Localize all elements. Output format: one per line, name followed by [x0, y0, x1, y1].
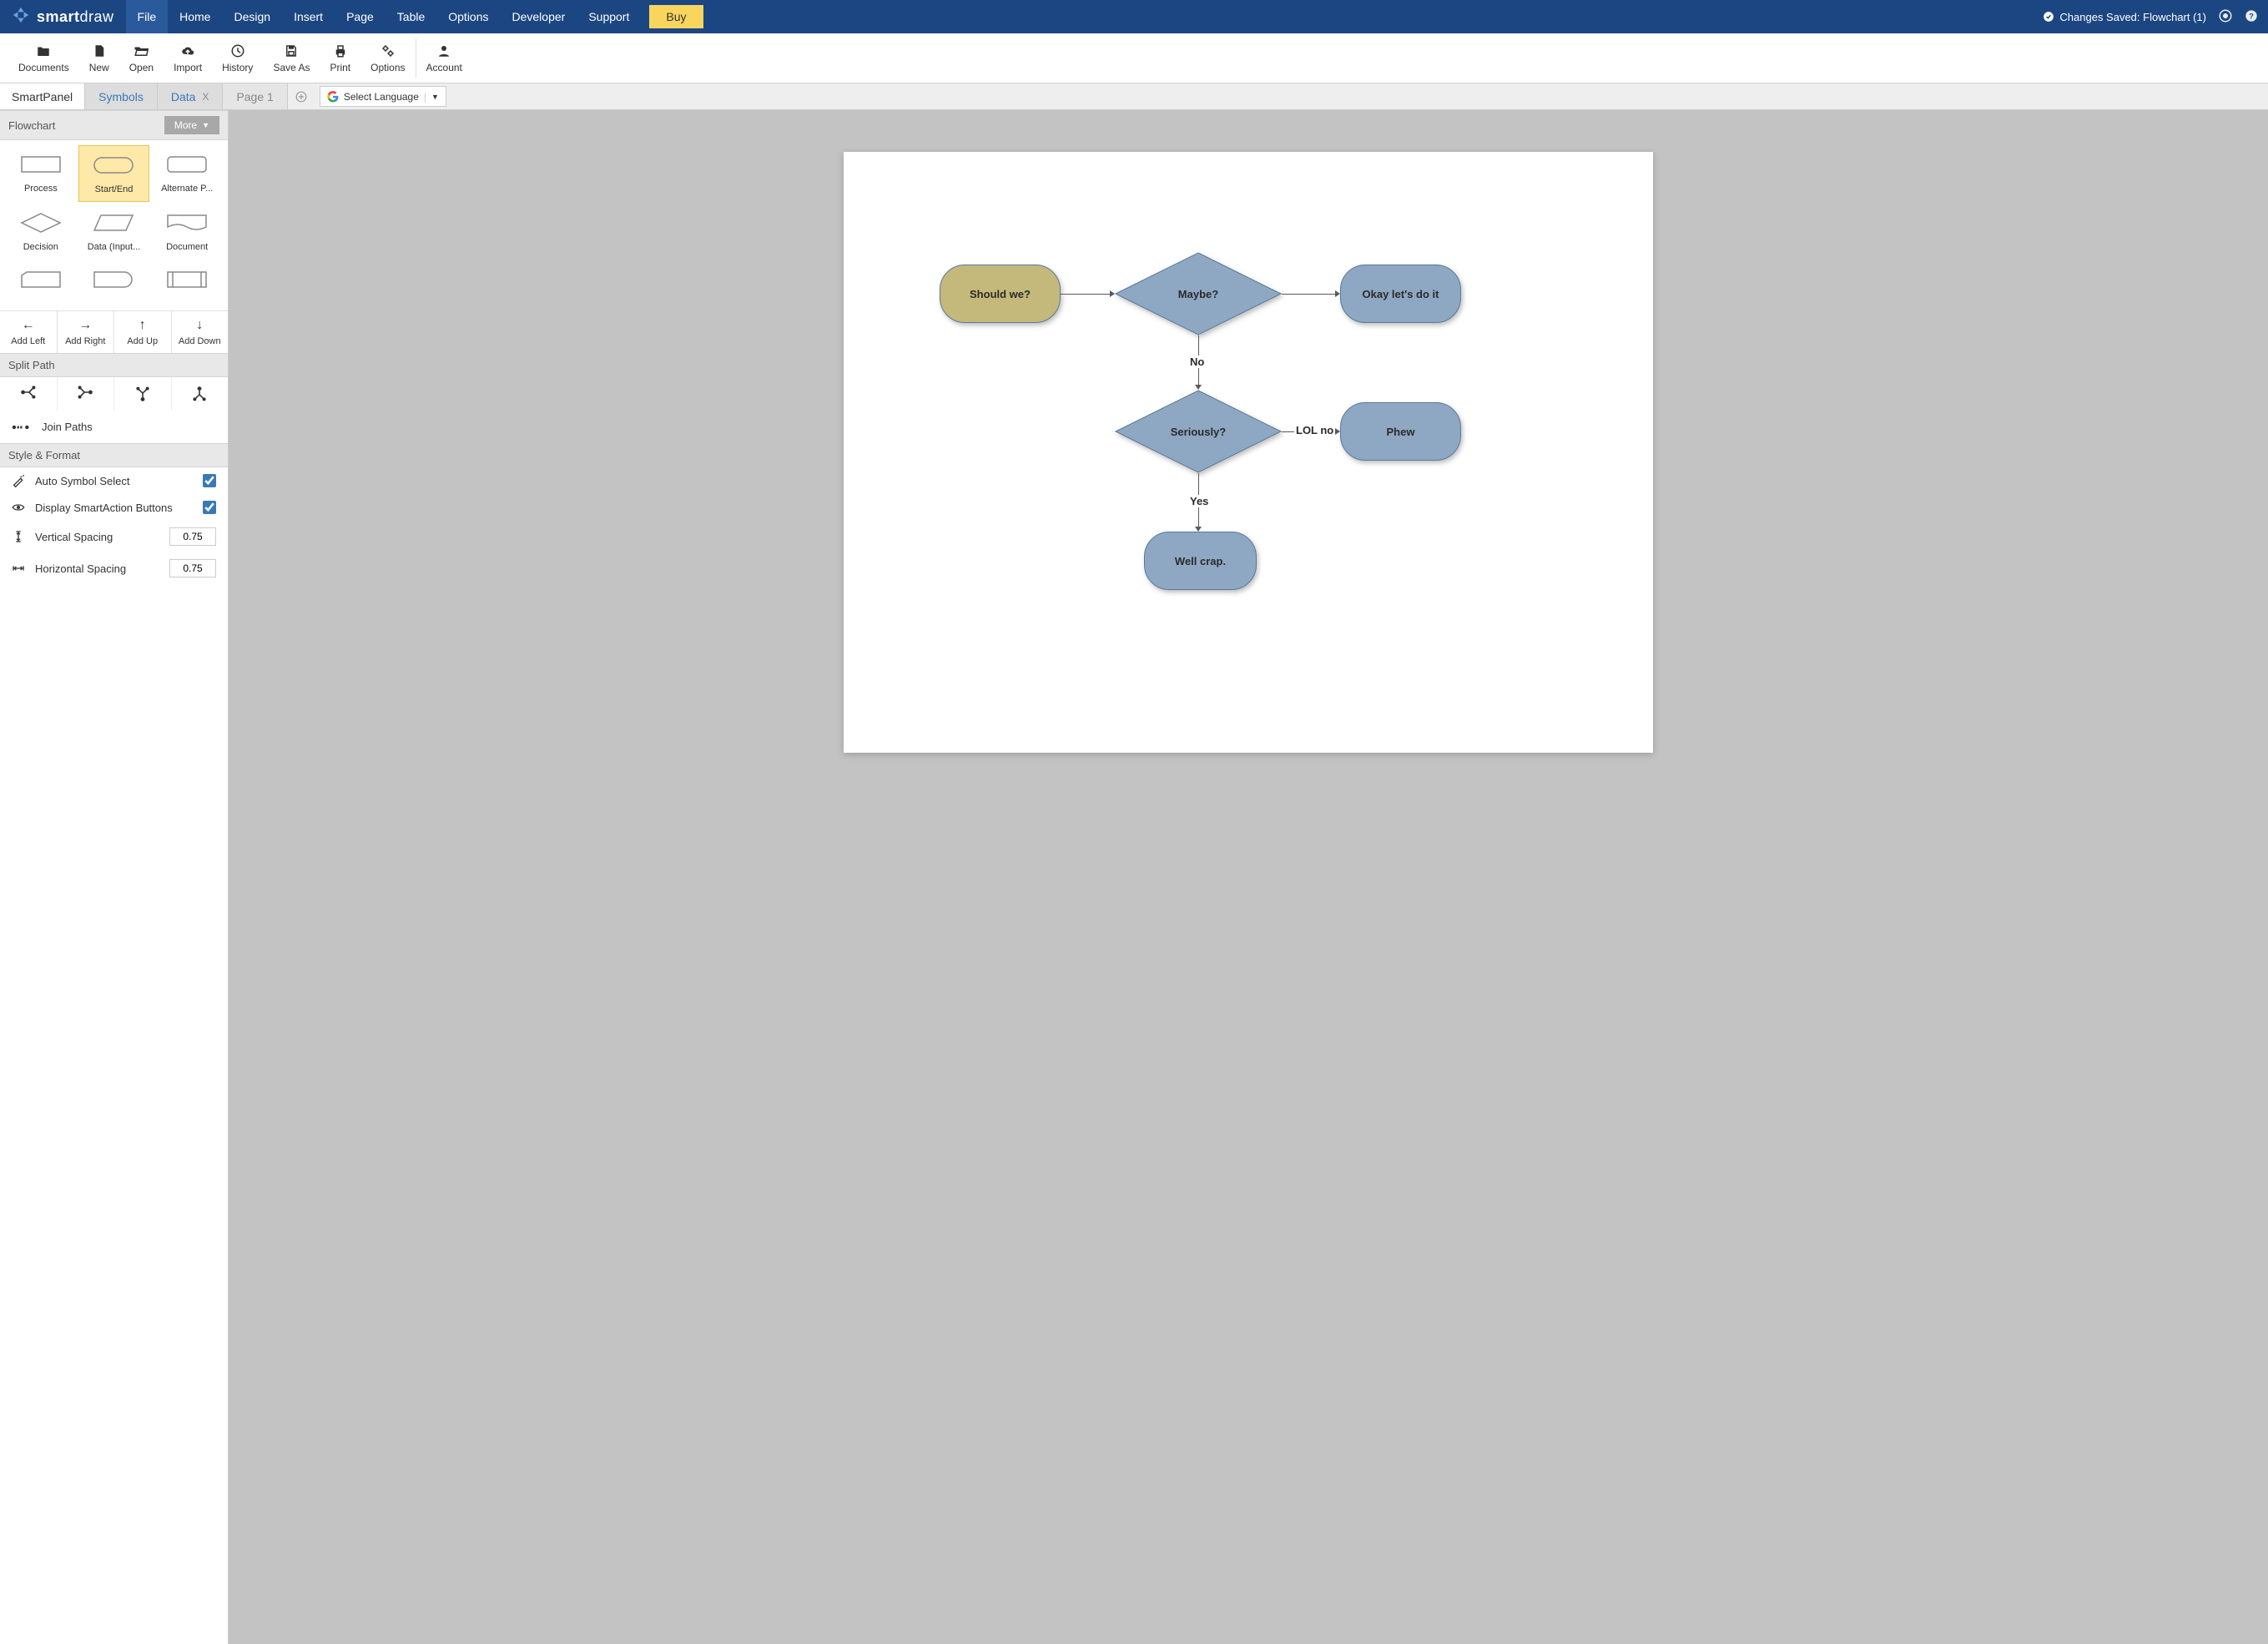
- split-btn-3[interactable]: [114, 377, 172, 411]
- shape-altproc[interactable]: Alternate P...: [151, 145, 223, 202]
- smartaction-row: Display SmartAction Buttons: [0, 494, 228, 521]
- menu-table[interactable]: Table: [386, 0, 436, 33]
- ribbon-history[interactable]: History: [212, 33, 263, 83]
- auto-symbol-checkbox[interactable]: [203, 474, 216, 487]
- canvas[interactable]: Should we? Maybe? Okay let's do it Seriousl…: [844, 152, 1653, 753]
- join-paths-button[interactable]: Join Paths: [0, 411, 228, 443]
- menu-insert[interactable]: Insert: [282, 0, 335, 33]
- flowchart-node-start[interactable]: Should we?: [940, 265, 1061, 323]
- open-icon: [134, 43, 149, 58]
- close-icon[interactable]: X: [202, 91, 209, 103]
- menu-home[interactable]: Home: [168, 0, 222, 33]
- flowchart-node-maybe[interactable]: Maybe?: [1115, 252, 1282, 335]
- shape-data[interactable]: Data (Input...: [78, 204, 150, 259]
- logo-text: smartdraw: [37, 8, 114, 26]
- ribbon-open[interactable]: Open: [119, 33, 164, 83]
- add-page-button[interactable]: [288, 83, 315, 109]
- add-left-button[interactable]: ←Add Left: [0, 311, 58, 353]
- edge-label: No: [1188, 356, 1206, 368]
- menu-file[interactable]: File: [126, 0, 169, 33]
- buy-button[interactable]: Buy: [649, 5, 703, 28]
- flowchart-node-okay[interactable]: Okay let's do it: [1340, 265, 1461, 323]
- smartaction-checkbox[interactable]: [203, 501, 216, 514]
- join-icon: [12, 422, 30, 432]
- cloud-icon: [180, 43, 195, 58]
- split-btn-1[interactable]: [0, 377, 58, 411]
- add-down-button[interactable]: ↓Add Down: [172, 311, 229, 353]
- canvas-area[interactable]: Should we? Maybe? Okay let's do it Seriousl…: [229, 110, 2268, 1644]
- eye-icon: [12, 501, 25, 514]
- ribbon-options[interactable]: Options: [360, 33, 415, 83]
- flowchart-node-crap[interactable]: Well crap.: [1144, 532, 1257, 590]
- style-format-header: Style & Format: [0, 443, 228, 467]
- shape-rect[interactable]: Process: [5, 145, 77, 202]
- menu-design[interactable]: Design: [222, 0, 282, 33]
- options-icon: [381, 43, 396, 58]
- ribbon-print[interactable]: Print: [320, 33, 360, 83]
- shape-card[interactable]: [5, 260, 77, 305]
- vspace-input[interactable]: [169, 527, 216, 546]
- language-select[interactable]: Select Language | ▼: [320, 86, 446, 107]
- hspace-row: Horizontal Spacing: [0, 552, 228, 584]
- vspace-row: Vertical Spacing: [0, 521, 228, 552]
- tab-row: SmartPanel SymbolsDataX Page 1 Select La…: [0, 83, 2268, 110]
- shape-predef[interactable]: [151, 260, 223, 305]
- logo: smartdraw: [0, 6, 126, 28]
- edge-label: Yes: [1188, 495, 1210, 507]
- ribbon-account[interactable]: Account: [416, 33, 472, 83]
- flowchart-node-ser[interactable]: Seriously?: [1115, 390, 1282, 473]
- hspace-input[interactable]: [169, 559, 216, 577]
- history-icon: [230, 43, 245, 58]
- save-icon: [284, 43, 299, 58]
- smartpanel-label: SmartPanel: [0, 83, 85, 109]
- account-icon: [436, 43, 451, 58]
- ribbon-new[interactable]: New: [79, 33, 119, 83]
- add-up-button[interactable]: ↑Add Up: [114, 311, 172, 353]
- more-button[interactable]: More▼: [164, 116, 219, 134]
- assist-icon[interactable]: [2218, 8, 2233, 26]
- print-icon: [333, 43, 348, 58]
- menubar: smartdraw FileHomeDesignInsertPageTableO…: [0, 0, 2268, 33]
- plus-circle-icon: [295, 91, 307, 103]
- check-circle-icon: [2043, 11, 2054, 23]
- svg-text:?: ?: [2249, 12, 2254, 20]
- hspace-icon: [12, 562, 25, 575]
- add-right-button[interactable]: →Add Right: [58, 311, 115, 353]
- shape-diamond[interactable]: Decision: [5, 204, 77, 259]
- panel-tab-symbols[interactable]: Symbols: [85, 83, 158, 109]
- menu-options[interactable]: Options: [436, 0, 500, 33]
- menu-support[interactable]: Support: [577, 0, 641, 33]
- shape-terminator[interactable]: Start/End: [78, 145, 150, 202]
- help-icon[interactable]: ?: [2245, 9, 2258, 25]
- shape-delay[interactable]: [78, 260, 150, 305]
- google-icon: [327, 91, 339, 103]
- vspace-icon: [12, 530, 25, 543]
- shapes-header: Flowchart More▼: [0, 110, 228, 140]
- menu-page[interactable]: Page: [335, 0, 386, 33]
- ribbon-import[interactable]: Import: [164, 33, 212, 83]
- edge-label: LOL no: [1294, 424, 1335, 436]
- page-tab[interactable]: Page 1: [223, 83, 287, 109]
- shape-document[interactable]: Document: [151, 204, 223, 259]
- panel-tab-data[interactable]: DataX: [158, 83, 224, 109]
- save-status: Changes Saved: Flowchart (1): [2043, 11, 2206, 23]
- magic-icon: [12, 474, 25, 487]
- file-icon: [92, 43, 107, 58]
- sidebar: Flowchart More▼ ProcessStart/EndAlternat…: [0, 110, 229, 1644]
- split-btn-4[interactable]: [172, 377, 229, 411]
- split-btn-2[interactable]: [58, 377, 115, 411]
- split-path-header: Split Path: [0, 353, 228, 377]
- ribbon-toolbar: DocumentsNewOpenImportHistorySave AsPrin…: [0, 33, 2268, 83]
- ribbon-documents[interactable]: Documents: [8, 33, 79, 83]
- menu-developer[interactable]: Developer: [501, 0, 577, 33]
- logo-icon: [12, 6, 30, 28]
- ribbon-save-as[interactable]: Save As: [263, 33, 320, 83]
- flowchart-node-phew[interactable]: Phew: [1340, 402, 1461, 461]
- auto-symbol-row: Auto Symbol Select: [0, 467, 228, 494]
- folder-icon: [36, 43, 51, 58]
